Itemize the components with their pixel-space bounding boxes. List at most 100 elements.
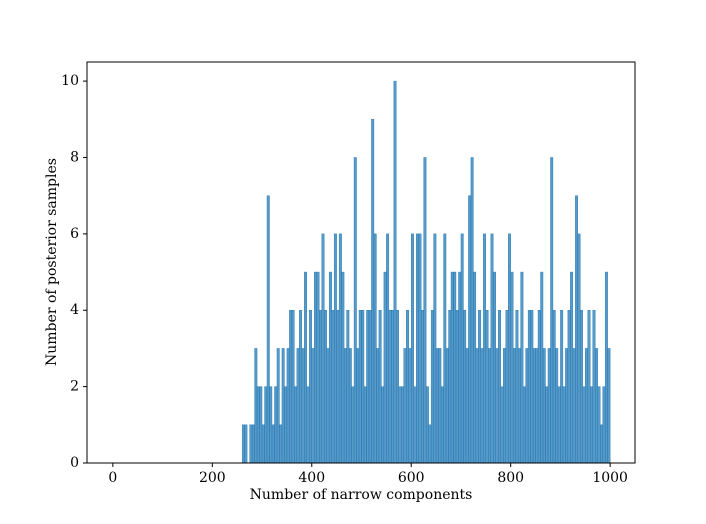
bar (483, 233, 487, 464)
bar (475, 348, 479, 464)
bar (391, 310, 395, 464)
x-tick-label: 600 (398, 470, 425, 486)
y-tick-label: 4 (70, 302, 79, 318)
bar (515, 310, 519, 464)
bar (368, 310, 372, 464)
bar (333, 233, 337, 464)
bar (435, 348, 439, 464)
y-tick-label: 10 (61, 73, 79, 89)
bar (537, 310, 541, 464)
bar (448, 310, 452, 464)
bar (401, 386, 404, 464)
bar (580, 310, 583, 464)
bar (301, 348, 305, 464)
bar (468, 195, 472, 464)
bar (296, 348, 300, 464)
bar (602, 386, 606, 464)
bar (530, 310, 534, 464)
plot-frame (86, 61, 636, 464)
bar (343, 348, 347, 464)
bar (460, 233, 464, 464)
bar (363, 386, 367, 464)
bar (607, 348, 611, 464)
bar (356, 348, 360, 464)
bar (241, 424, 245, 464)
bar (299, 310, 303, 464)
bar (286, 348, 290, 464)
bar (373, 233, 377, 464)
bar (251, 424, 255, 464)
bar (490, 233, 494, 464)
bar (284, 386, 288, 464)
bar (319, 310, 322, 464)
bar (550, 157, 554, 464)
bar (438, 348, 442, 464)
bar (567, 310, 571, 464)
bar (289, 310, 293, 464)
bar (415, 233, 419, 464)
bar (540, 271, 544, 464)
bar (445, 348, 449, 464)
bar (418, 233, 422, 464)
bar (488, 348, 491, 464)
bar (458, 271, 462, 464)
bar (256, 386, 260, 464)
bar (396, 310, 399, 464)
bar (585, 348, 588, 464)
bar (455, 310, 459, 464)
bar (264, 386, 268, 464)
bar (386, 233, 390, 464)
bar (493, 271, 496, 464)
y-tick-label: 2 (70, 379, 79, 395)
bar (430, 310, 434, 464)
bar (570, 271, 574, 464)
bar (291, 310, 295, 464)
x-tick-label: 0 (108, 470, 117, 486)
bar (351, 386, 355, 464)
bar (331, 310, 335, 464)
bar (376, 348, 380, 464)
bar (353, 157, 357, 464)
bar (525, 348, 529, 464)
y-axis-label: Number of posterior samples (44, 158, 60, 366)
bar (346, 310, 350, 464)
bar (348, 348, 352, 464)
bar (555, 348, 559, 464)
bar (411, 233, 414, 464)
bar (388, 310, 392, 464)
bar (577, 233, 581, 464)
bar (314, 271, 317, 464)
bar (587, 310, 591, 464)
bar (453, 271, 457, 464)
bar (440, 386, 444, 464)
bar (281, 348, 285, 464)
bar (590, 386, 593, 464)
bar (276, 348, 280, 464)
bar (366, 310, 370, 464)
x-axis-label: Number of narrow components (250, 487, 473, 503)
bar (597, 386, 601, 464)
bar (535, 348, 539, 464)
bar (604, 271, 608, 464)
bar (520, 271, 524, 464)
x-tick-label: 200 (199, 470, 226, 486)
bar (326, 348, 330, 464)
bar (336, 310, 340, 464)
bar (309, 310, 312, 464)
bar (582, 386, 586, 464)
bar (378, 310, 382, 464)
bar (478, 310, 482, 464)
bar (443, 233, 447, 464)
bar (266, 195, 270, 464)
bar (381, 386, 385, 464)
bar (403, 348, 407, 464)
bar (557, 386, 561, 464)
bar (560, 310, 564, 464)
bar (495, 348, 499, 464)
bar (321, 233, 325, 464)
bar (324, 310, 327, 464)
bar (271, 424, 275, 464)
bar (249, 424, 253, 464)
bar (485, 310, 489, 464)
